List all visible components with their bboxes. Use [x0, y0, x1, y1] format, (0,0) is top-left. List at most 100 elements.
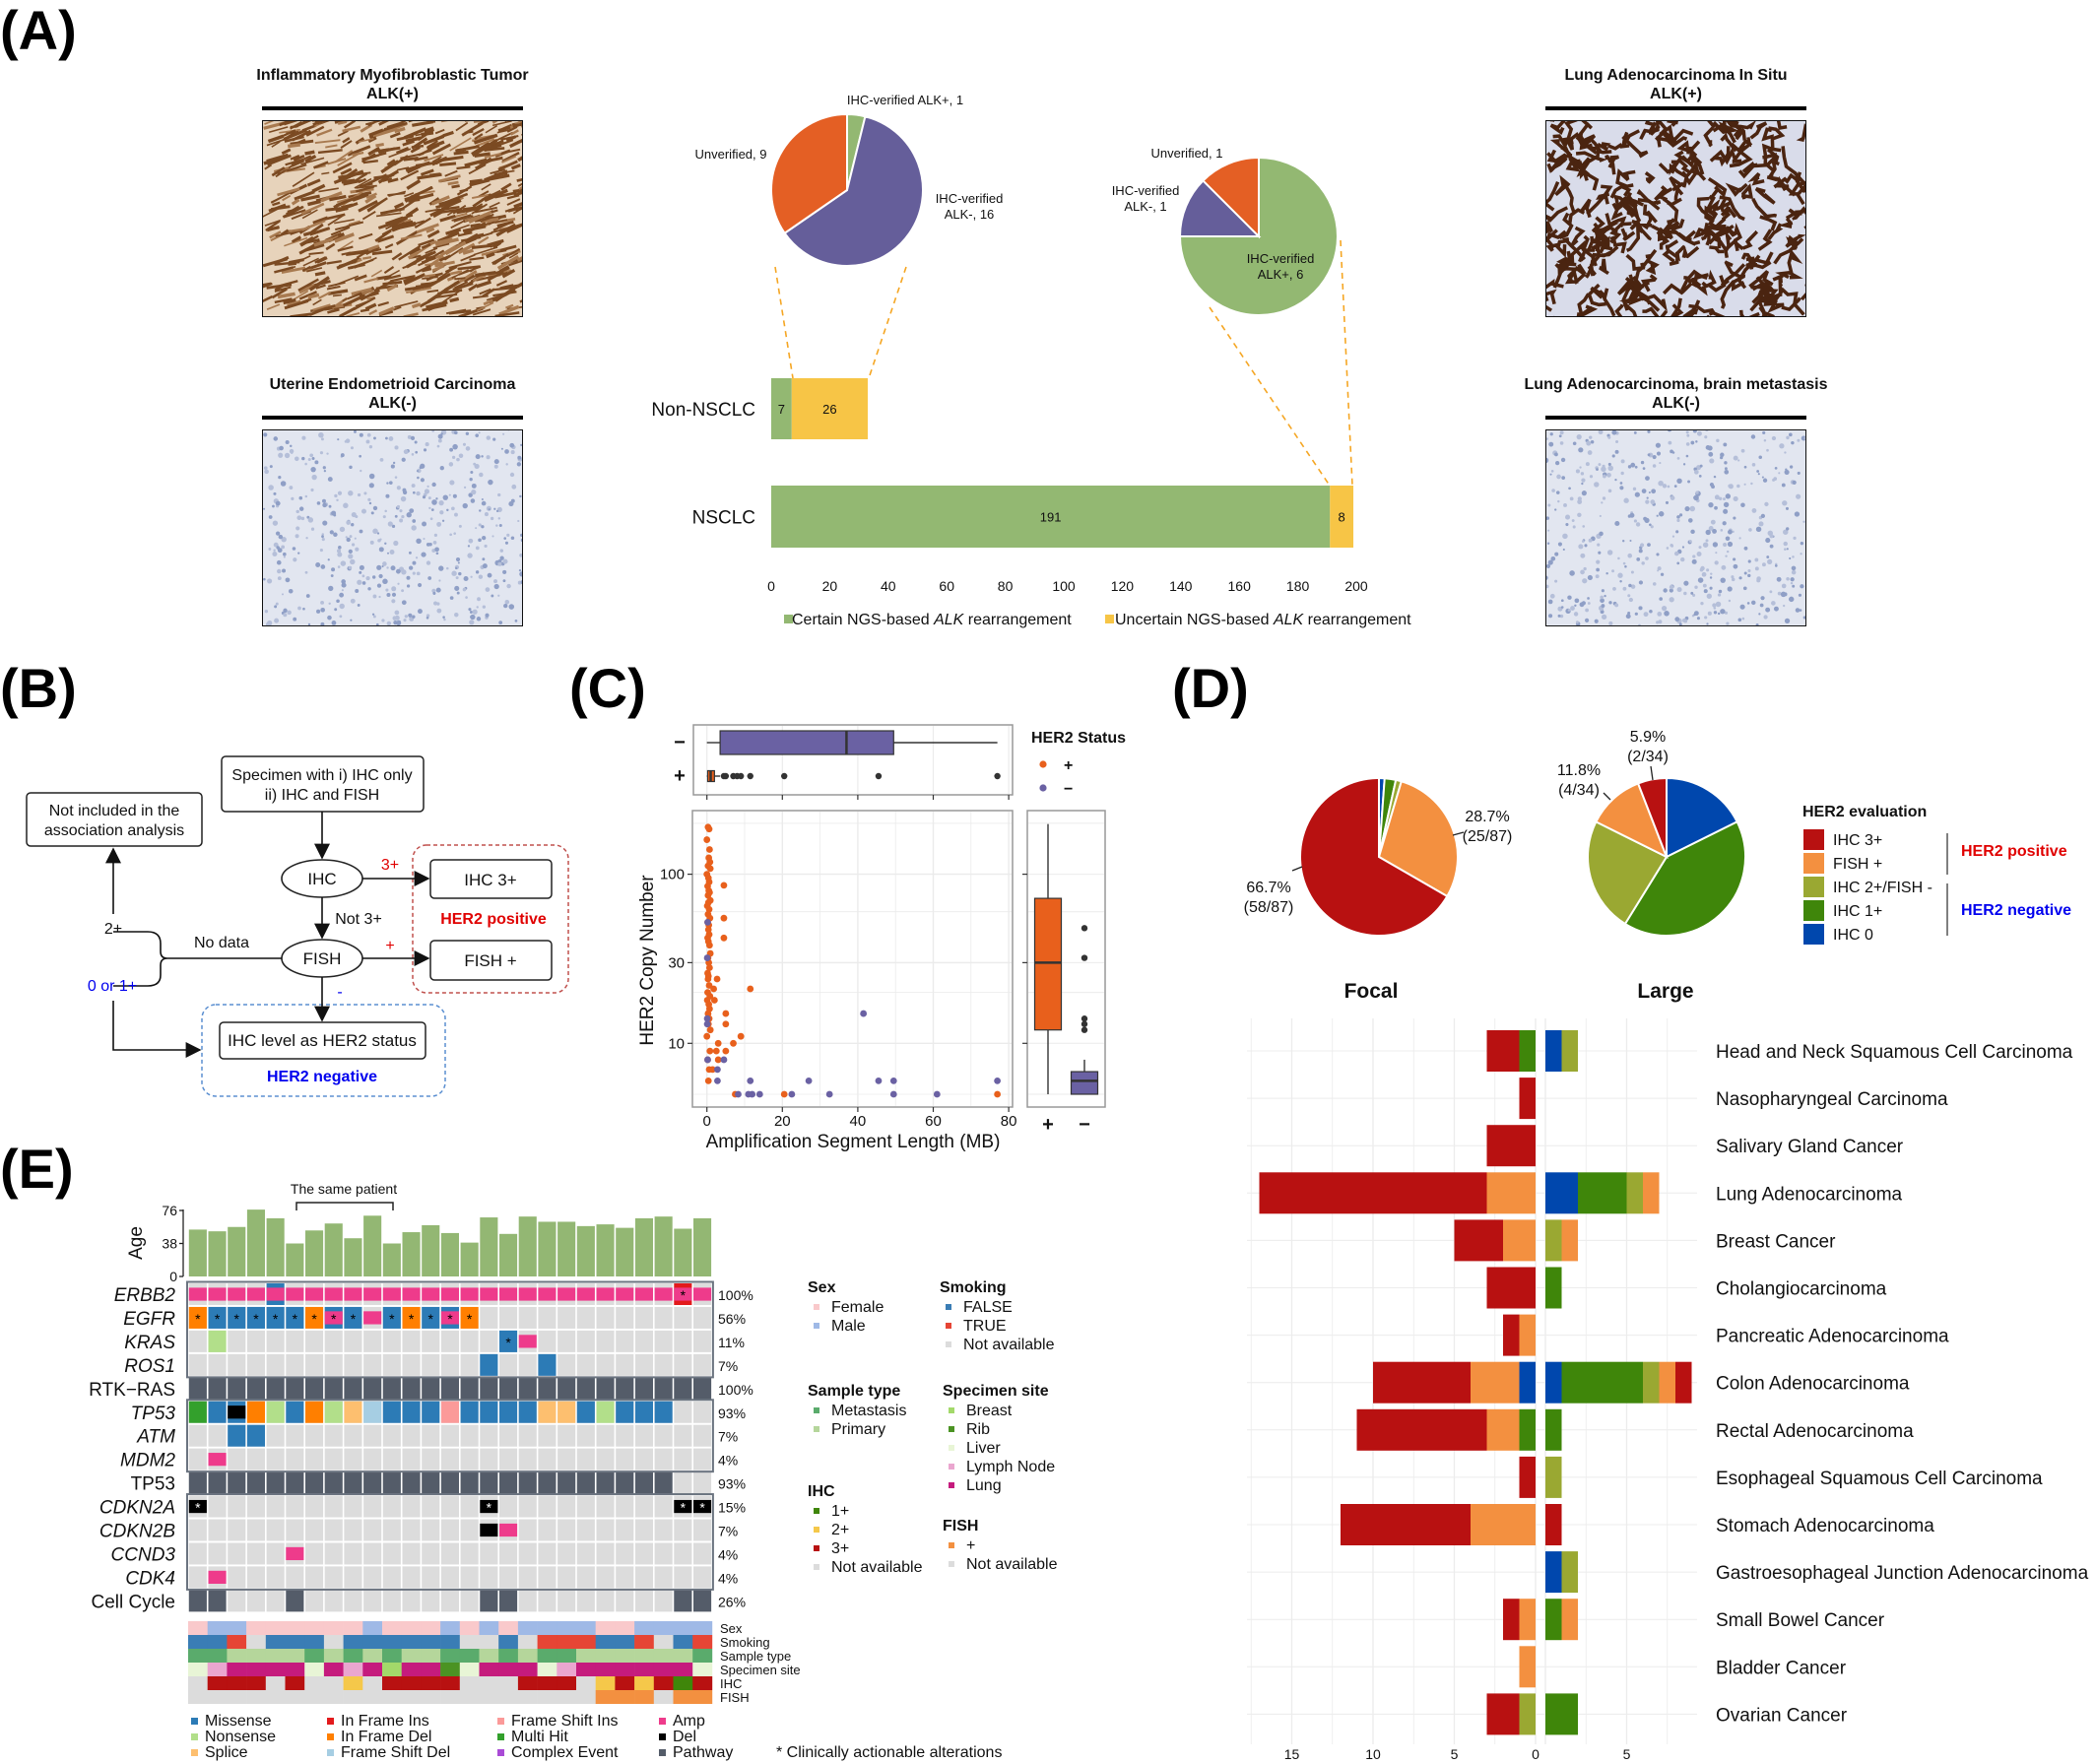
- stain-fiber: [266, 283, 293, 290]
- annotation-cell-ihc: [401, 1676, 422, 1690]
- stain-fiber: [447, 180, 459, 186]
- stain-fiber: [415, 284, 426, 289]
- specimen-text: Specimen with i) IHC only: [231, 767, 412, 784]
- legend-swatch: [1803, 924, 1824, 945]
- oncoprint-alteration-P: [440, 1401, 459, 1423]
- nucleus: [1796, 493, 1801, 499]
- stained-gland: [1673, 150, 1696, 164]
- nucleus: [360, 469, 362, 473]
- nucleus: [1797, 438, 1801, 442]
- stain-fiber: [437, 174, 461, 183]
- stained-gland: [1563, 120, 1579, 141]
- nucleus: [470, 471, 474, 475]
- oncoprint-cell: [693, 1306, 712, 1329]
- same-patient-bracket: [295, 1202, 394, 1210]
- oncoprint-alteration-A: [286, 1287, 304, 1301]
- stained-gland: [1721, 123, 1736, 144]
- stained-gland: [1637, 197, 1662, 206]
- annotation-cell-ihc: [188, 1676, 208, 1690]
- stain-fiber: [469, 178, 491, 187]
- legend-label-part: rearrangement: [963, 612, 1072, 628]
- oncoprint-alteration-W: [188, 1590, 207, 1612]
- oncoprint-alteration-W: [576, 1377, 595, 1400]
- stained-gland: [1546, 152, 1571, 163]
- point-her2-positive: [705, 942, 713, 949]
- stain-fiber: [434, 260, 455, 268]
- oncoprint-cell: [480, 1542, 498, 1565]
- stained-gland: [1580, 166, 1600, 191]
- nucleus: [399, 518, 404, 523]
- nucleus: [1733, 557, 1736, 561]
- nucleus: [381, 619, 385, 622]
- cancer-type-label: Nasopharyngeal Carcinoma: [1716, 1089, 1948, 1110]
- outlier-point: [1081, 925, 1088, 932]
- annotation-cell-ihc: [537, 1676, 557, 1690]
- stain-fiber: [443, 280, 461, 293]
- zoom-connector-line: [774, 266, 794, 379]
- nucleus: [488, 508, 491, 511]
- annotation-legend-swatch: [949, 1407, 954, 1413]
- nucleus: [1781, 583, 1787, 589]
- alteration-legend-swatch: [327, 1733, 334, 1740]
- nucleus: [478, 431, 481, 434]
- oncoprint-cell: [460, 1424, 479, 1447]
- stain-fiber: [469, 178, 483, 184]
- large-bar-segment: [1545, 1267, 1562, 1309]
- nucleus: [273, 491, 277, 495]
- oncoprint-cell: [305, 1424, 324, 1447]
- her2-positive-label: HER2 positive: [440, 911, 547, 928]
- nucleus: [1791, 565, 1797, 571]
- nucleus: [388, 436, 394, 441]
- stain-fiber: [326, 285, 341, 291]
- nucleus: [1632, 487, 1637, 491]
- nucleus: [1789, 432, 1793, 437]
- stain-fiber: [378, 306, 395, 316]
- stain-fiber: [337, 245, 354, 252]
- nucleus: [1619, 486, 1624, 490]
- nucleus: [1779, 443, 1785, 449]
- stained-gland: [1596, 213, 1619, 233]
- nucleus: [371, 575, 376, 579]
- nucleus: [427, 496, 431, 500]
- annotation-legend-label: Female: [831, 1299, 884, 1316]
- nucleus: [345, 438, 351, 443]
- nucleus: [482, 563, 488, 569]
- nucleus: [351, 543, 356, 547]
- stain-fiber: [473, 246, 498, 256]
- annotation-cell-specimen-site: [479, 1663, 499, 1676]
- stained-gland: [1747, 172, 1765, 186]
- ihc3-box-label: IHC 3+: [464, 871, 516, 889]
- stain-fiber: [358, 138, 374, 143]
- stain-fiber: [386, 269, 401, 279]
- nucleus: [268, 515, 273, 519]
- cancer-type-label: Breast Cancer: [1716, 1231, 1836, 1252]
- oncoprint-cell: [499, 1495, 518, 1518]
- nucleus: [428, 506, 431, 510]
- stain-fiber: [334, 150, 354, 163]
- stained-gland: [1552, 256, 1574, 289]
- nucleus: [484, 512, 489, 517]
- oncoprint-alteration-D: [305, 1401, 324, 1423]
- nucleus: [305, 537, 308, 540]
- oncoprint-cell: [576, 1353, 595, 1376]
- oncoprint-cell: [382, 1424, 401, 1447]
- oncoprint-alteration-A: [499, 1287, 518, 1301]
- nucleus: [1762, 430, 1766, 435]
- nucleus: [282, 552, 287, 556]
- nucleus: [510, 498, 515, 503]
- x-tick-label: 10: [1365, 1746, 1381, 1762]
- nucleus: [289, 486, 294, 490]
- oncoprint-alteration-X: [480, 1523, 498, 1537]
- stain-fiber: [481, 189, 501, 201]
- nucleus: [1565, 522, 1569, 527]
- stained-gland: [1642, 204, 1658, 224]
- annotation-legend-label: Rib: [966, 1421, 990, 1438]
- nucleus: [1596, 468, 1599, 471]
- gene-label: TP53: [131, 1404, 176, 1424]
- nucleus: [1607, 462, 1611, 466]
- nucleus: [432, 541, 437, 545]
- stained-gland: [1796, 123, 1806, 143]
- stain-fiber: [294, 120, 314, 128]
- age-bar: [286, 1243, 304, 1276]
- nucleus: [1669, 588, 1673, 593]
